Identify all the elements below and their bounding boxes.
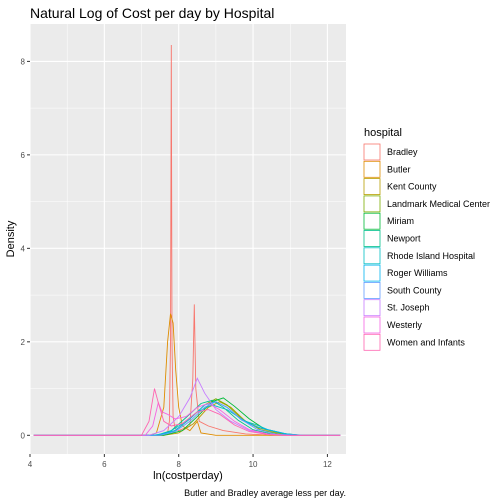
x-tick-label: 6 (102, 460, 107, 469)
legend-key-kent-county (363, 178, 381, 196)
y-tick-label: 6 (21, 151, 26, 160)
legend-label-westerly: Westerly (387, 320, 422, 330)
y-tick-label: 4 (21, 244, 26, 253)
legend-key-bradley (363, 143, 381, 161)
legend-key-south-county (363, 281, 381, 299)
plot-panel (30, 24, 346, 454)
legend-key-landmark-medical-center (363, 195, 381, 213)
legend-label-women-and-infants: Women and Infants (387, 337, 465, 347)
legend-title: hospital (364, 127, 402, 139)
legend-label-kent-county: Kent County (387, 182, 437, 192)
legend-label-south-county: South County (387, 285, 442, 295)
y-tick-label: 8 (21, 57, 26, 66)
legend-label-landmark-medical-center: Landmark Medical Center (387, 199, 490, 209)
density-line-westerly (33, 401, 341, 436)
legend-key-miriam (363, 212, 381, 230)
y-axis-title: Density (5, 220, 17, 257)
density-line-butler (33, 313, 341, 436)
legend-key-westerly (363, 316, 381, 334)
minor-gridlines (30, 24, 346, 454)
x-axis-ticks: 4 6 8 10 12 (28, 454, 332, 469)
chart-title: Natural Log of Cost per day by Hospital (30, 5, 274, 21)
legend-key-newport (363, 230, 381, 247)
legend-key-women-and-infants (363, 333, 381, 351)
y-tick-label: 0 (21, 431, 26, 440)
y-tick-label: 2 (21, 338, 26, 347)
legend-label-miriam: Miriam (387, 216, 414, 226)
legend-label-roger-williams: Roger Williams (387, 268, 448, 278)
legend-label-rhode-island-hospital: Rhode Island Hospital (387, 251, 475, 261)
legend-label-st-joseph: St. Joseph (387, 303, 430, 313)
density-line-south-county (33, 401, 341, 436)
legend-key-butler (363, 160, 381, 178)
density-line-women-and-infants (33, 388, 341, 436)
legend-key-roger-williams (363, 264, 381, 282)
density-lines (33, 44, 341, 436)
legend: Bradley Butler Kent County Landmark Medical… (363, 143, 490, 351)
legend-key-rhode-island-hospital (363, 247, 381, 265)
x-tick-label: 10 (249, 460, 258, 469)
x-tick-label: 8 (176, 460, 181, 469)
legend-key-st-joseph (363, 299, 381, 317)
x-tick-label: 12 (323, 460, 332, 469)
legend-label-bradley: Bradley (387, 147, 418, 157)
legend-label-butler: Butler (387, 164, 411, 174)
x-tick-label: 4 (28, 460, 33, 469)
chart-caption: Butler and Bradley average less per day. (184, 488, 346, 498)
legend-label-newport: Newport (387, 234, 421, 244)
x-axis-title: ln(costperday) (153, 470, 223, 482)
y-axis-ticks: 0 2 4 6 8 (21, 57, 30, 440)
